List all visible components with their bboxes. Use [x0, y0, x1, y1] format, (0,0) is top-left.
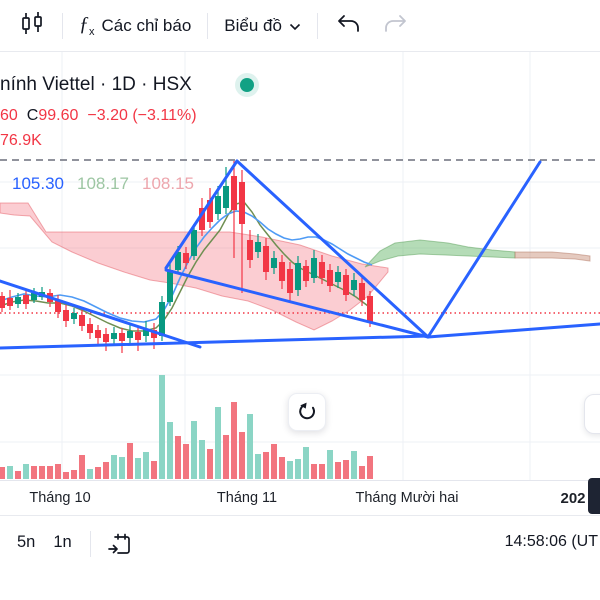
bottom-separator — [89, 531, 91, 557]
reload-chart-button[interactable] — [288, 393, 326, 431]
price-change: −3.20 (−3.11%) — [87, 107, 197, 124]
chart-style-button[interactable] — [10, 5, 54, 46]
toolbar-separator — [316, 12, 318, 39]
scroll-to-recent-button[interactable] — [584, 394, 600, 434]
time-axis[interactable]: Tháng 10 Tháng 11 Tháng Mười hai 202 — [0, 478, 600, 516]
candlestick-style-icon — [18, 9, 46, 42]
undo-icon — [336, 14, 362, 40]
chart-area: nính Viettel · 1D · HSX 60 C99.60 −3.20 … — [0, 52, 600, 480]
axis-edge-dark-box — [588, 478, 600, 514]
bottom-toolbar: 5n 1n 14:58:06 (UT — [0, 516, 600, 600]
time-axis-label: 202 — [560, 490, 586, 507]
close-label: C — [26, 107, 39, 124]
fx-icon: ƒx — [79, 12, 95, 38]
time-axis-label: Tháng 10 — [29, 490, 91, 506]
candles — [0, 161, 373, 353]
chart-menu-button[interactable]: Biểu đồ — [216, 12, 309, 40]
trend-lines — [0, 159, 600, 350]
volume-value: 76.9K — [0, 132, 42, 149]
market-status-halo — [234, 73, 259, 97]
ichimoku-row: 105.30 108.17 108.15 — [12, 174, 194, 194]
volume-bars — [0, 375, 373, 479]
calendar-arrow-icon — [106, 533, 133, 561]
close-value: 99.60 — [38, 107, 79, 124]
chevron-down-icon — [289, 16, 301, 36]
refresh-icon — [296, 400, 318, 425]
volume-row: 76.9K — [0, 132, 42, 150]
time-axis-label: Tháng Mười hai — [355, 490, 459, 506]
grid-lines — [0, 52, 600, 480]
time-axis-label: Tháng 11 — [216, 490, 278, 506]
toolbar-separator — [62, 12, 63, 39]
chart-svg[interactable] — [0, 52, 600, 480]
range-button-1d[interactable]: 1n — [44, 530, 80, 555]
range-button-5d[interactable]: 5n — [8, 530, 44, 555]
close-group: C99.60 — [27, 107, 79, 125]
price-row: 60 C99.60 −3.20 (−3.11%) — [0, 107, 197, 125]
redo-button[interactable] — [372, 11, 418, 41]
toolbar-separator — [207, 12, 209, 39]
indicators-button[interactable]: ƒx Các chỉ báo — [71, 10, 199, 42]
ichimoku-value-1: 105.30 — [12, 174, 64, 193]
chart-menu-label: Biểu đồ — [224, 15, 282, 35]
ichimoku-value-3: 108.15 — [142, 174, 194, 193]
top-toolbar: ƒx Các chỉ báo Biểu đồ — [0, 0, 600, 52]
price-prefix: 60 — [0, 107, 18, 124]
clock-text[interactable]: 14:58:06 (UT — [504, 533, 598, 550]
redo-icon — [382, 14, 408, 40]
undo-button[interactable] — [326, 11, 372, 41]
goto-date-button[interactable] — [100, 530, 139, 563]
market-status-dot-icon — [239, 78, 254, 92]
ichimoku-value-2: 108.17 — [77, 174, 129, 193]
symbol-row[interactable]: nính Viettel · 1D · HSX — [0, 73, 259, 97]
indicators-label: Các chỉ báo — [101, 15, 192, 35]
symbol-title: nính Viettel · 1D · HSX — [0, 74, 192, 95]
